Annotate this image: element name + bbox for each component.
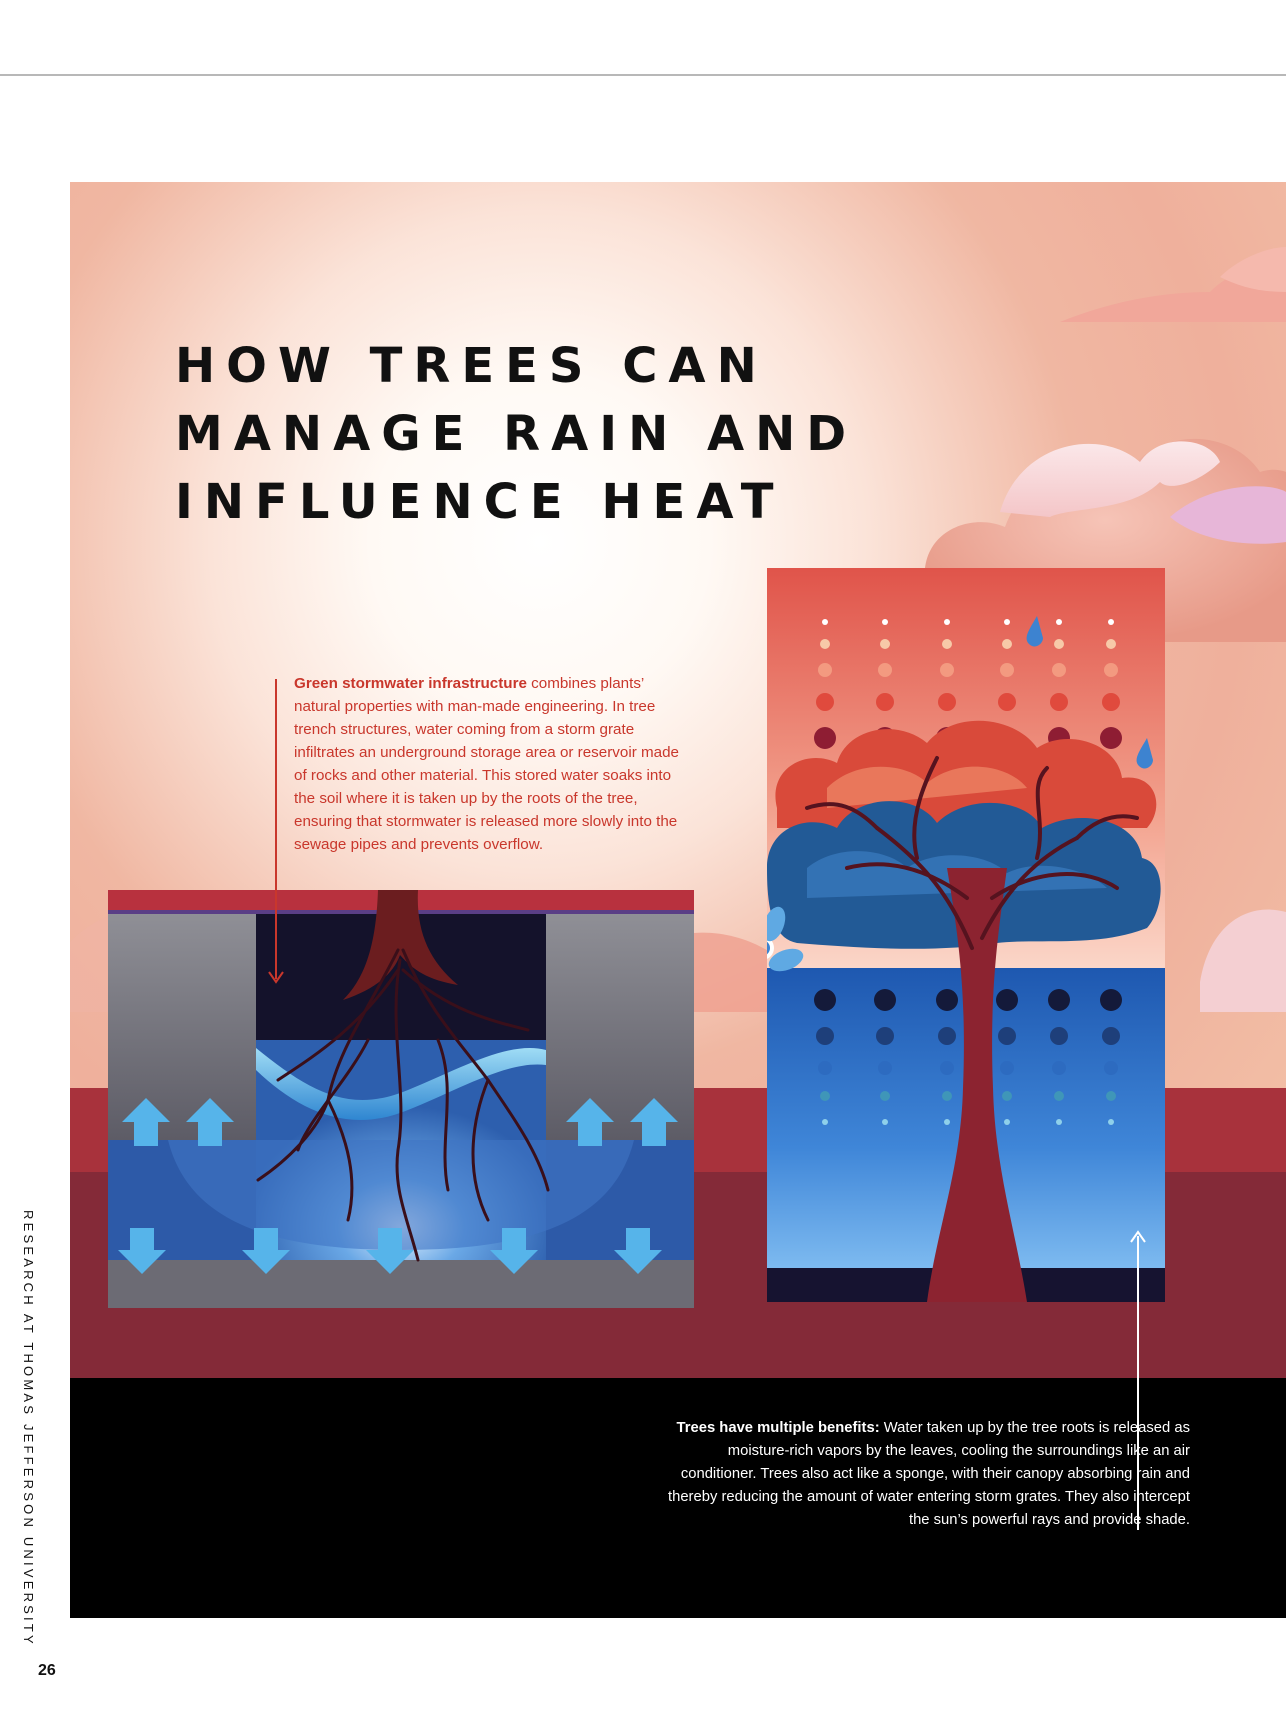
arrow-up-icon [1130, 1230, 1146, 1243]
top-rule [0, 74, 1286, 76]
bottom-black-band [70, 1378, 1286, 1618]
tree-trench-illustration [108, 890, 694, 1308]
benefits-caption-lead: Trees have multiple benefits: [676, 1420, 880, 1436]
benefits-pointer-line [1137, 1236, 1139, 1530]
title-line-2: MANAGE RAIN AND [175, 406, 858, 462]
benefits-caption-body: Water taken up by the tree roots is rele… [667, 1420, 1190, 1528]
infographic-artwork: HOW TREES CAN MANAGE RAIN AND INFLUENCE … [70, 182, 1286, 1618]
stormwater-caption-body: combines plants’ natural properties with… [294, 675, 679, 853]
arrow-down-icon [268, 971, 284, 984]
page-title: HOW TREES CAN MANAGE RAIN AND INFLUENCE … [175, 332, 995, 536]
title-line-3: INFLUENCE HEAT [175, 474, 785, 530]
benefits-caption: Trees have multiple benefits: Water take… [650, 1417, 1190, 1532]
stormwater-caption-lead: Green stormwater infrastructure [294, 675, 527, 692]
title-line-1: HOW TREES CAN [175, 338, 768, 394]
page-number: 26 [38, 1662, 56, 1679]
publication-footer: RESEARCH AT THOMAS JEFFERSON UNIVERSITY [21, 1210, 36, 1647]
tree-cooling-illustration [767, 568, 1165, 1302]
caption-pointer-line [275, 679, 277, 979]
stormwater-caption: Green stormwater infrastructure combines… [294, 672, 684, 856]
